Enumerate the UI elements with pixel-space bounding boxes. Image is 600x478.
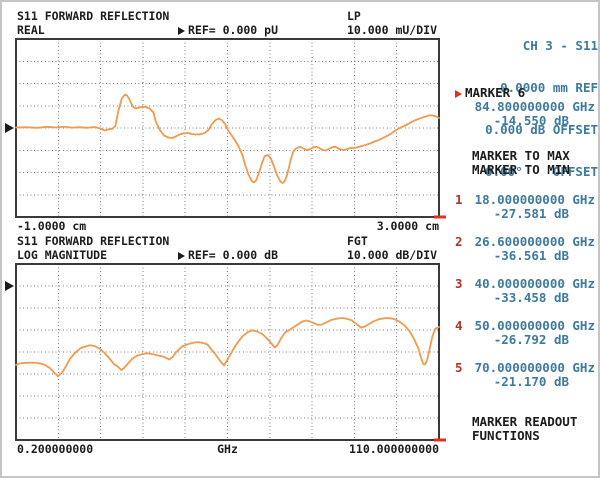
menu-marker-readout-line2[interactable]: FUNCTIONS (472, 428, 540, 443)
plot1-axis-stop: 3.0000 cm (376, 219, 439, 233)
marker-value: -21.170 dB (493, 374, 569, 389)
marker-readout-3: 3 40.000000000 GHz -33.458 dB (455, 277, 595, 305)
marker-frequency: 40.000000000 GHz (474, 276, 595, 291)
marker-value: -33.458 dB (493, 290, 569, 305)
s11-logmag-plot-frame (15, 263, 440, 441)
marker-number: 4 (455, 318, 463, 333)
plot2-mode: FGT (347, 234, 368, 248)
menu-marker-readout-line1[interactable]: MARKER READOUT (472, 414, 578, 429)
active-marker-value: -14.550 dB (493, 113, 569, 128)
menu-marker-to-max[interactable]: MARKER TO MAX (472, 148, 570, 163)
plot2-axis-unit: GHz (217, 442, 238, 456)
marker-value: -36.561 dB (493, 248, 569, 263)
marker-number: 2 (455, 234, 463, 249)
active-marker-frequency: 84.800000000 GHz (474, 99, 595, 114)
plot2-format: LOG MAGNITUDE (17, 248, 108, 262)
plot1-format: REAL (17, 23, 45, 37)
s11-real-plot-frame (15, 38, 440, 218)
plot2-ref-readout: REF= 0.000 dB (178, 249, 278, 261)
marker-readout-5: 5 70.000000000 GHz -21.170 dB (455, 361, 595, 389)
marker-frequency: 70.000000000 GHz (474, 360, 595, 375)
channel-ref-line: 0.0000 mm REF (500, 80, 598, 95)
plot2-title: S11 FORWARD REFLECTION (17, 234, 170, 248)
marker-readout-2: 2 26.600000000 GHz -36.561 dB (455, 235, 595, 263)
s11-logmag-reference-pointer-icon (5, 281, 14, 291)
plot2-axis-stop: 110.000000000 (348, 442, 439, 456)
menu-marker-to-min[interactable]: MARKER TO MIN (472, 162, 570, 177)
plot1-title: S11 FORWARD REFLECTION (17, 9, 170, 23)
plot1-axis-start: -1.0000 cm (17, 219, 87, 233)
plot1-mode: LP (347, 9, 361, 23)
marker-number: 3 (455, 276, 463, 291)
marker-frequency: 26.600000000 GHz (474, 234, 595, 249)
s11-real-trace (15, 93, 440, 184)
ref-arrow-icon (178, 27, 185, 35)
marker-frequency: 50.000000000 GHz (474, 318, 595, 333)
plot1-scale: 10.000 mU/DIV (346, 23, 437, 37)
active-marker-name: MARKER 6 (465, 85, 526, 100)
ref-arrow-icon (178, 252, 185, 260)
plot2-scale: 10.000 dB/DIV (346, 248, 437, 262)
channel-phase-offset-line: 0.00° OFFSET (485, 164, 598, 179)
s11-real-graticule (16, 39, 439, 217)
marker-list: 1 18.000000000 GHz -27.581 dB 2 26.600000000… (455, 193, 595, 403)
plot2-ref-label: REF= 0.000 dB (188, 248, 279, 262)
channel-info: CH 3 - S11 0.0000 mm REF 0.000 dB OFFSET… (440, 11, 598, 207)
plot1-ref-label: REF= 0.000 pU (188, 23, 279, 37)
marker-number: 5 (455, 360, 463, 375)
s11-real-reference-pointer-icon (5, 123, 14, 133)
s11-logmag-trace (15, 317, 440, 378)
active-marker-arrow-icon (455, 90, 462, 98)
marker-readout-1: 1 18.000000000 GHz -27.581 dB (455, 193, 595, 221)
marker-number: 1 (455, 192, 463, 207)
marker-frequency: 18.000000000 GHz (474, 192, 595, 207)
plot1-ref-readout: REF= 0.000 pU (178, 24, 278, 36)
s11-logmag-graticule (16, 264, 439, 440)
channel-title: CH 3 - S11 (522, 38, 598, 53)
marker-value: -27.581 dB (493, 206, 569, 221)
active-marker-label: MARKER 6 (455, 86, 525, 100)
marker-readout-4: 4 50.000000000 GHz -26.792 dB (455, 319, 595, 347)
channel-db-offset-line: 0.000 dB OFFSET (485, 122, 598, 137)
plot2-axis-start: 0.200000000 (17, 442, 94, 456)
marker-value: -26.792 dB (493, 332, 569, 347)
